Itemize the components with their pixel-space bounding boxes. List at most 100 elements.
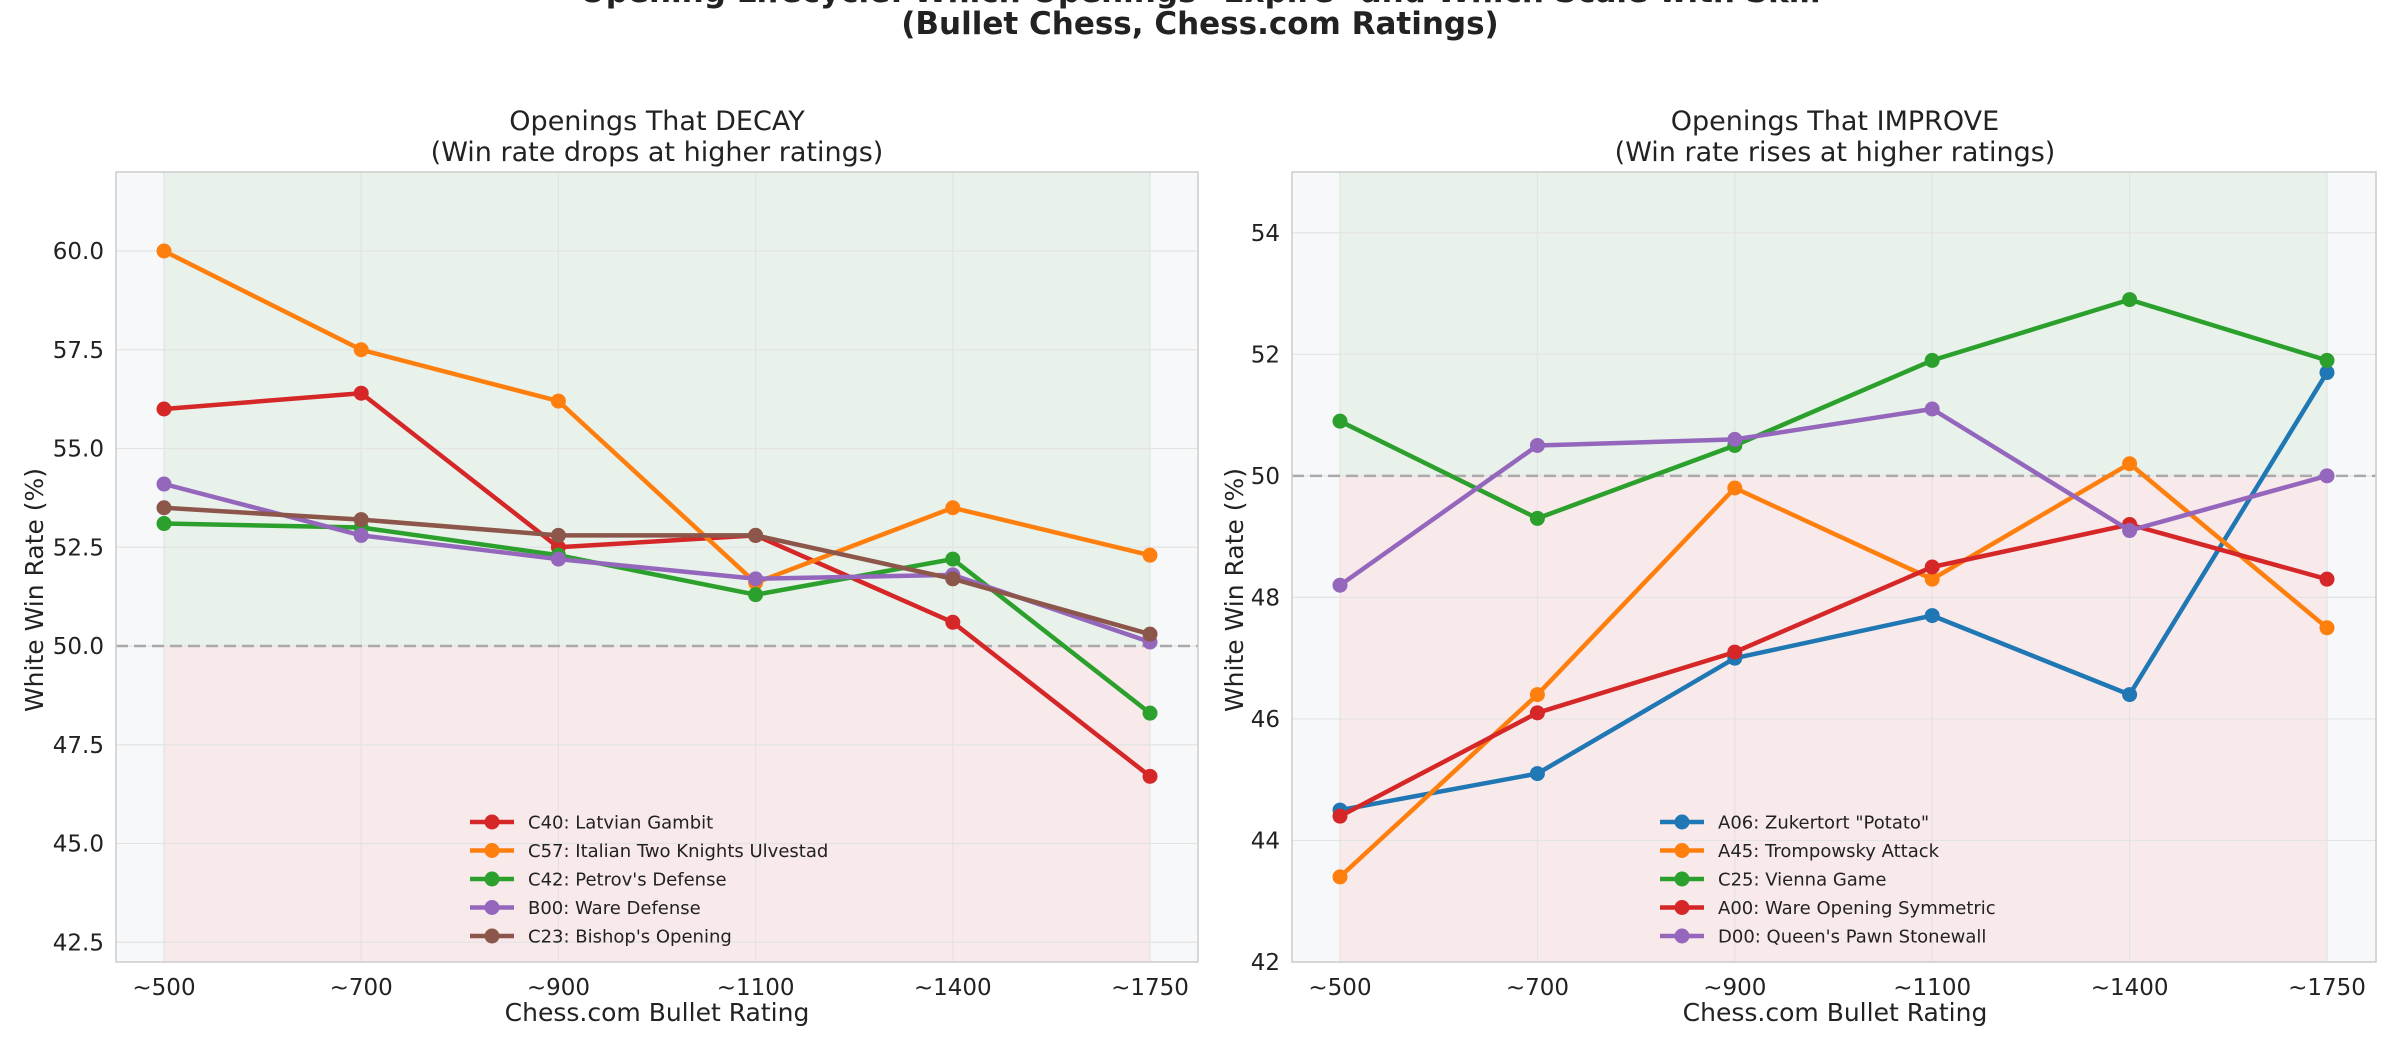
decay-y-tick-label: 52.5	[53, 535, 104, 561]
improve-series-3-point	[1529, 510, 1545, 526]
decay-legend-label: C42: Petrov's Defense	[528, 870, 727, 891]
improve-series-1-point	[1529, 766, 1545, 782]
improve-chart-title-line-2: (Win rate rises at higher ratings)	[1615, 137, 2056, 168]
decay-legend-label: C23: Bishop's Opening	[528, 927, 732, 948]
improve-series-5-point	[1924, 401, 1940, 417]
decay-series-3-point	[748, 587, 764, 603]
decay-x-tick-label: ~1100	[717, 975, 795, 1001]
improve-series-5-point	[1529, 437, 1545, 453]
improve-series-2-point	[1924, 571, 1940, 587]
decay-series-3-point	[156, 516, 172, 532]
improve-series-2-point	[1529, 687, 1545, 703]
decay-chart-title-line-2: (Win rate drops at higher ratings)	[431, 137, 884, 168]
improve-series-3-point	[2122, 292, 2138, 308]
improve-y-tick-label: 46	[1251, 707, 1280, 733]
decay-series-5-point	[748, 527, 764, 543]
decay-series-line-5	[161, 505, 1153, 637]
decay-series-line-1	[161, 390, 1153, 779]
decay-legend-label: C57: Italian Two Knights Ulvestad	[528, 841, 828, 862]
improve-series-5-point	[2122, 523, 2138, 539]
improve-series-5-point	[1332, 577, 1348, 593]
decay-legend-swatch-marker	[484, 928, 500, 944]
decay-chart-x-axis-label: Chess.com Bullet Rating	[505, 998, 810, 1027]
improve-series-2-point	[1727, 480, 1743, 496]
decay-series-4-point	[550, 551, 566, 567]
improve-legend-swatch-marker	[1674, 843, 1690, 858]
decay-y-tick-label: 57.5	[53, 338, 104, 364]
decay-plot-frame	[115, 171, 1199, 963]
decay-legend-label: C40: Latvian Gambit	[528, 813, 713, 834]
decay-x-tick-label: ~1750	[1111, 975, 1189, 1001]
decay-y-tick-label: 60.0	[53, 239, 104, 265]
decay-legend-label: B00: Ware Defense	[528, 898, 701, 919]
improve-series-4-point	[1924, 559, 1940, 575]
improve-y-tick-label: 44	[1251, 828, 1280, 854]
improve-chart-panel: Openings That IMPROVE (Win rate rises at…	[1220, 106, 2377, 1027]
improve-legend-label: A00: Ware Opening Symmetric	[1718, 898, 1996, 919]
improve-series-2-point	[1332, 869, 1348, 885]
improve-legend-label: D00: Queen's Pawn Stonewall	[1718, 927, 1986, 948]
improve-series-3-point	[1924, 352, 1940, 368]
decay-x-tick-label: ~500	[132, 975, 195, 1001]
improve-legend-label: A06: Zukertort "Potato"	[1718, 813, 1929, 834]
improve-series-1-point	[2122, 687, 2138, 703]
improve-series-line-4	[1337, 522, 2330, 819]
improve-x-tick-label: ~1100	[1893, 975, 1971, 1001]
improve-series-4-point	[1727, 644, 1743, 660]
decay-y-tick-label: 50.0	[53, 634, 104, 660]
improve-series-4-point	[1529, 705, 1545, 721]
improve-chart-x-axis-label: Chess.com Bullet Rating	[1683, 998, 1988, 1027]
improve-series-3-point	[2319, 352, 2335, 368]
improve-series-2-point	[2122, 456, 2138, 472]
decay-series-2-point	[156, 243, 172, 259]
decay-series-5-point	[945, 571, 961, 587]
decay-legend-swatch-marker	[484, 814, 500, 830]
improve-x-tick-label: ~1400	[2091, 975, 2169, 1001]
decay-series-1-point	[1142, 768, 1158, 784]
improve-series-line-1	[1337, 370, 2330, 813]
improve-series-1-point	[1924, 608, 1940, 624]
decay-series-2-point	[353, 342, 369, 358]
improve-chart-y-axis-label: White Win Rate (%)	[1220, 468, 1249, 712]
decay-series-3-point	[1142, 705, 1158, 721]
improve-y-tick-label: 48	[1251, 585, 1280, 611]
improve-chart-title-line-1: Openings That IMPROVE	[1671, 106, 1999, 137]
improve-x-tick-label: ~500	[1308, 975, 1371, 1001]
improve-y-tick-label: 50	[1251, 464, 1280, 490]
decay-series-1-point	[945, 614, 961, 630]
decay-series-1-point	[156, 401, 172, 417]
decay-series-4-point	[353, 527, 369, 543]
decay-series-2-point	[550, 393, 566, 409]
decay-legend-swatch-marker	[484, 843, 500, 858]
improve-series-2-point	[2319, 620, 2335, 636]
decay-chart-panel: Openings That DECAY (Win rate drops at h…	[20, 106, 1199, 1027]
improve-series-5-point	[2319, 468, 2335, 484]
decay-series-4-point	[156, 476, 172, 492]
decay-x-tick-label: ~900	[527, 975, 590, 1001]
decay-x-tick-label: ~1400	[914, 975, 992, 1001]
decay-series-5-point	[156, 500, 172, 516]
improve-series-5-point	[1727, 431, 1743, 447]
decay-chart-y-axis-label: White Win Rate (%)	[20, 468, 49, 712]
improve-series-line-3	[1337, 297, 2330, 521]
decay-series-5-point	[550, 527, 566, 543]
decay-legend-swatch-marker	[484, 871, 500, 887]
decay-y-tick-label: 45.0	[53, 832, 104, 858]
decay-y-tick-label: 47.5	[53, 733, 104, 759]
improve-y-tick-label: 54	[1251, 221, 1280, 247]
decay-series-1-point	[353, 385, 369, 401]
decay-chart-title-line-1: Openings That DECAY	[509, 106, 805, 137]
decay-series-5-point	[353, 512, 369, 528]
improve-series-line-2	[1337, 461, 2330, 880]
decay-series-line-2	[161, 248, 1153, 586]
decay-series-4-point	[748, 571, 764, 587]
improve-above-50-zone	[1340, 172, 2327, 476]
improve-y-tick-label: 42	[1251, 950, 1280, 976]
improve-series-3-point	[1332, 413, 1348, 429]
decay-legend-swatch-marker	[484, 900, 500, 915]
decay-x-tick-label: ~700	[330, 975, 393, 1001]
figure-title-line-1: Opening Lifecycle: Which Openings "Expir…	[579, 0, 1820, 10]
improve-legend-label: A45: Trompowsky Attack	[1718, 841, 1940, 862]
decay-series-2-point	[1142, 547, 1158, 563]
